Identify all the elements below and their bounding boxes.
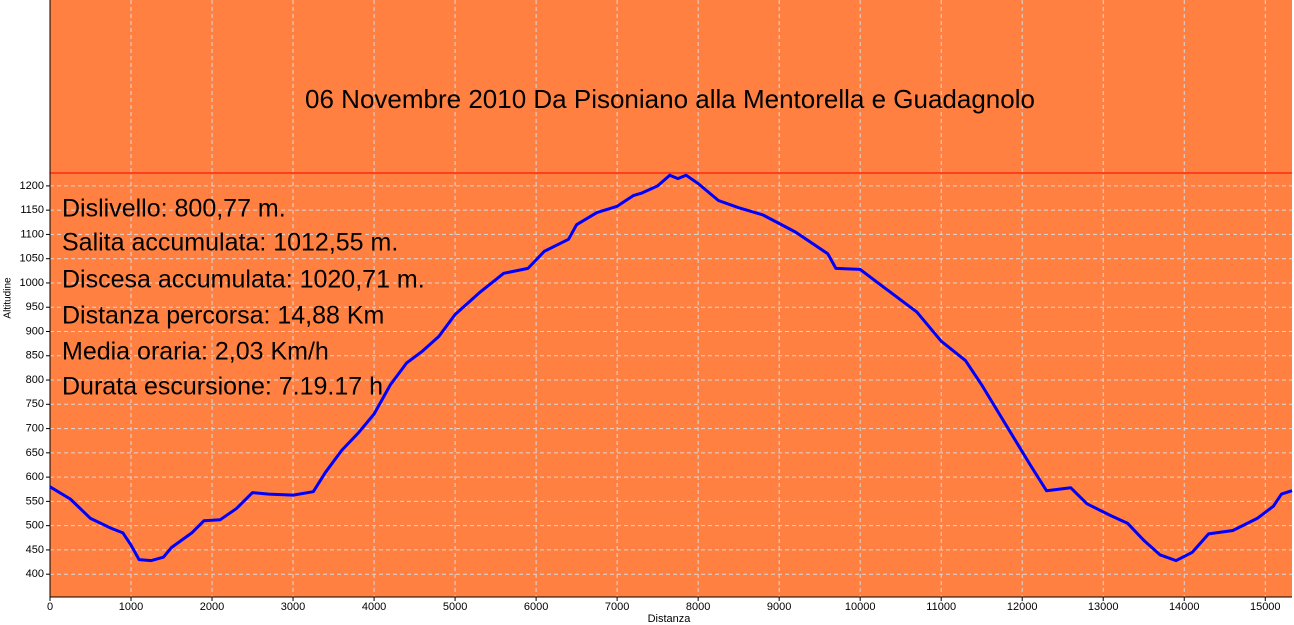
- x-tick-label: 12000: [1007, 601, 1038, 613]
- annotation: Distanza percorsa: 14,88 Km: [62, 302, 384, 330]
- y-tick-label: 550: [26, 495, 44, 507]
- y-tick-label: 600: [26, 471, 44, 483]
- y-tick-label: 650: [26, 447, 44, 459]
- y-tick-label: 750: [26, 398, 44, 410]
- y-tick-label: 1000: [20, 277, 44, 289]
- y-tick-label: 400: [26, 568, 44, 580]
- annotation: Media oraria: 2,03 Km/h: [62, 338, 329, 366]
- y-tick-label: 450: [26, 544, 44, 556]
- annotation: Salita accumulata: 1012,55 m.: [62, 229, 398, 257]
- x-tick-label: 3000: [281, 601, 305, 613]
- elevation-line: [49, 173, 1293, 563]
- y-tick-label: 1050: [20, 253, 44, 265]
- x-tick-label: 11000: [926, 601, 956, 613]
- y-tick-label: 500: [26, 520, 44, 532]
- x-tick-label: 10000: [845, 601, 876, 613]
- annotation: Discesa accumulata: 1020,71 m.: [62, 266, 425, 294]
- x-tick-label: 1000: [119, 601, 143, 613]
- x-tick-label: 7000: [605, 601, 629, 613]
- x-axis-label: Distanza: [648, 613, 692, 625]
- x-tick-label: 9000: [767, 601, 791, 613]
- y-tick-label: 1100: [20, 228, 44, 240]
- y-tick-label: 950: [26, 301, 44, 313]
- x-tick-label: 14000: [1169, 601, 1200, 613]
- x-tick-label: 13000: [1088, 601, 1119, 613]
- y-tick-label: 850: [26, 350, 44, 362]
- x-tick-label: 6000: [524, 601, 548, 613]
- x-tick-label: 2000: [200, 601, 224, 613]
- chart-title: 06 Novembre 2010 Da Pisoniano alla Mento…: [305, 84, 1035, 114]
- annotation: Durata escursione: 7.19.17 h: [62, 373, 383, 401]
- y-tick-label: 1200: [20, 180, 44, 192]
- x-tick-label: 5000: [443, 601, 467, 613]
- grid: [49, 0, 1292, 597]
- x-tick-label: 8000: [686, 601, 710, 613]
- x-tick-label: 15000: [1250, 601, 1281, 613]
- y-tick-label: 1150: [20, 204, 44, 216]
- y-tick-label: 700: [26, 422, 44, 434]
- plot-background: [50, 0, 1292, 597]
- y-axis-label: Altitudine: [3, 277, 14, 319]
- x-tick-label: 4000: [362, 601, 386, 613]
- x-tick-label: 0: [47, 601, 53, 613]
- y-tick-label: 900: [26, 325, 44, 337]
- y-tick-label: 800: [26, 374, 44, 386]
- annotation: Dislivello: 800,77 m.: [62, 195, 286, 223]
